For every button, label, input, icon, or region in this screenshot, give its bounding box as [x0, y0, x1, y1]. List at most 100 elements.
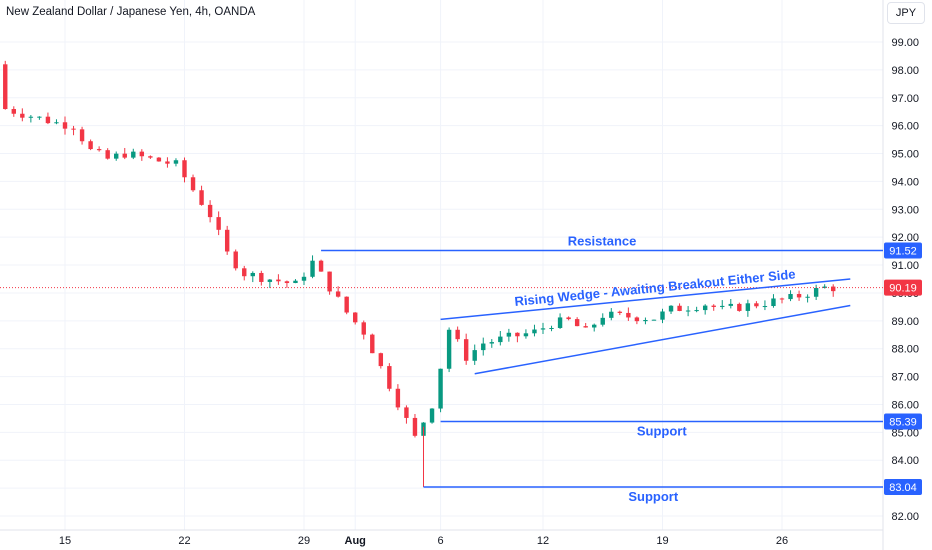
candle-body	[131, 151, 136, 158]
wedge-lower-line	[474, 304, 851, 375]
candle-body	[745, 303, 751, 311]
y-tick-label: 87.00	[891, 372, 919, 384]
candle-body	[88, 141, 93, 150]
candle-body	[284, 281, 290, 284]
y-tick-label: 96.00	[891, 121, 919, 133]
candle-body	[737, 303, 742, 311]
candle-body	[233, 251, 238, 269]
level-price-badge-bg	[884, 479, 922, 496]
candle-body	[822, 286, 827, 288]
candle-body	[79, 129, 85, 142]
candle-body	[728, 303, 733, 306]
candle-body	[805, 296, 810, 298]
candle-body	[11, 109, 16, 114]
candle-body	[779, 298, 785, 300]
candle-body	[395, 388, 401, 408]
candle-body	[626, 312, 631, 318]
y-tick-label: 95.00	[891, 149, 919, 161]
candle-body	[293, 280, 298, 284]
candle-body	[455, 329, 460, 340]
candle-body	[634, 317, 640, 322]
candle-body	[259, 272, 264, 282]
candle-body	[37, 116, 42, 118]
candle-body	[62, 122, 68, 129]
candle-body	[173, 160, 179, 164]
candles	[3, 60, 836, 488]
level-label-support: Support	[628, 489, 678, 504]
candle-body	[609, 311, 614, 318]
candle-body	[540, 328, 546, 330]
candle-body	[720, 305, 725, 307]
candle-body	[71, 128, 76, 130]
candle-body	[165, 161, 170, 164]
candle-body	[122, 153, 127, 158]
candle-body	[96, 149, 102, 151]
candle-body	[583, 326, 588, 328]
y-tick-label: 86.00	[891, 399, 919, 411]
candle-body	[148, 156, 153, 158]
y-tick-label: 98.00	[891, 65, 919, 77]
candle-body	[182, 160, 187, 178]
candle-body	[28, 116, 34, 118]
y-tick-label: 85.00	[891, 427, 919, 439]
candle-body	[489, 342, 494, 344]
candle-body	[796, 294, 802, 298]
x-tick-label: 22	[178, 535, 190, 547]
level-price-badge: 83.04	[884, 479, 922, 496]
candle-body	[199, 190, 204, 205]
candle-body	[301, 276, 307, 281]
level-price-badge-bg	[884, 413, 922, 430]
y-tick-label: 94.00	[891, 176, 919, 188]
level-label-support: Support	[637, 423, 687, 438]
candle-body	[216, 217, 221, 230]
y-tick-label: 91.00	[891, 260, 919, 272]
current-price-badge: 90.19	[884, 279, 922, 296]
currency-badge[interactable]: JPY	[887, 2, 925, 24]
candle-body	[472, 350, 477, 361]
candle-body	[566, 317, 571, 320]
candle-body	[139, 151, 145, 157]
candle-body	[660, 311, 665, 320]
candle-body	[114, 153, 119, 159]
x-tick-label: 6	[438, 535, 444, 547]
candle-body	[378, 353, 384, 367]
candle-body	[532, 329, 537, 334]
y-tick-label: 99.00	[891, 37, 919, 49]
y-tick-label: 82.00	[891, 511, 919, 523]
candle-body	[20, 113, 25, 118]
candle-body	[677, 305, 682, 311]
x-tick-label: Aug	[345, 535, 366, 547]
candle-body	[276, 279, 281, 282]
candle-body	[412, 417, 418, 436]
candle-body	[813, 287, 819, 297]
y-tick-label: 97.00	[891, 93, 919, 105]
level-price-badge: 85.39	[884, 413, 922, 430]
candle-body	[463, 339, 469, 361]
candle-body	[446, 329, 452, 369]
y-tick-label: 93.00	[891, 204, 919, 216]
candle-body	[318, 260, 324, 272]
y-tick-label: 88.00	[891, 344, 919, 356]
candle-body	[438, 368, 443, 409]
candle-body	[685, 310, 691, 312]
candle-body	[105, 150, 110, 159]
level-price-badge-bg	[884, 242, 922, 259]
candle-body	[344, 296, 349, 313]
candle-body	[429, 408, 435, 423]
candle-body	[668, 305, 674, 312]
y-tick-label: 84.00	[891, 455, 919, 467]
candle-body	[335, 291, 341, 297]
candle-body	[574, 319, 580, 327]
candle-body	[831, 286, 836, 292]
y-tick-label: 92.00	[891, 232, 919, 244]
candle-body	[361, 322, 366, 335]
level-price-badge: 91.52	[884, 242, 922, 259]
candle-body	[387, 366, 392, 389]
candle-body	[224, 229, 230, 252]
chart-title: New Zealand Dollar / Japanese Yen, 4h, O…	[6, 6, 256, 18]
x-tick-label: 12	[537, 535, 549, 547]
candle-body	[54, 122, 59, 124]
level-price-badge-text: 85.39	[889, 416, 917, 428]
y-tick-label: 89.00	[891, 316, 919, 328]
